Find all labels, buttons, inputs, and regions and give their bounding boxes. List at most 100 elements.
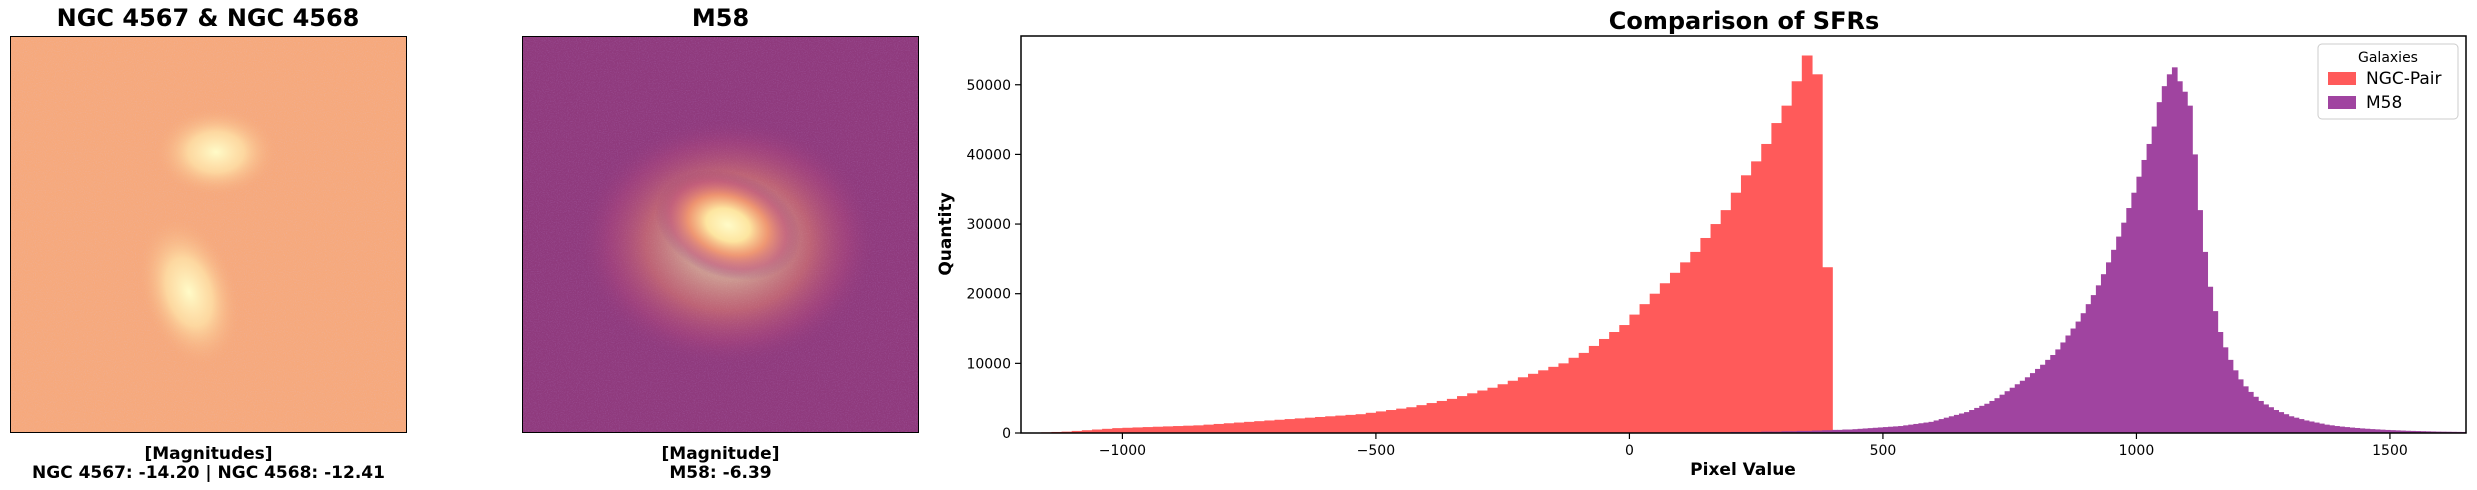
histogram-bar bbox=[2060, 342, 2067, 433]
histogram-bar bbox=[1152, 426, 1164, 433]
histogram-bar bbox=[1396, 408, 1407, 433]
histogram-bar bbox=[1964, 412, 1970, 433]
histogram-bar bbox=[1953, 414, 1960, 433]
histogram-bar bbox=[2359, 428, 2366, 433]
histogram-bar bbox=[2242, 386, 2249, 433]
histogram-bar bbox=[2334, 426, 2340, 433]
histogram-bar bbox=[1933, 420, 1940, 433]
histogram-bar bbox=[1867, 428, 1874, 433]
histogram-bar bbox=[2136, 176, 2143, 433]
histogram-bar bbox=[1781, 431, 1788, 433]
y-tick-label: 50000 bbox=[966, 78, 1011, 94]
histogram-bar bbox=[2080, 313, 2087, 433]
histogram-bar bbox=[1588, 345, 1600, 433]
histogram-bar bbox=[1649, 293, 1661, 433]
left-galaxy-image-svg bbox=[11, 37, 406, 432]
histogram-bar bbox=[1857, 428, 1864, 433]
histogram-bar bbox=[1578, 352, 1590, 433]
histogram-bar bbox=[2035, 368, 2041, 433]
histogram-bar bbox=[1568, 357, 1580, 433]
histogram-bar bbox=[1416, 405, 1428, 433]
histogram-bar bbox=[2308, 421, 2315, 433]
histogram-bar bbox=[2106, 262, 2112, 433]
histogram-bar bbox=[1877, 427, 1884, 433]
histogram-bar bbox=[1893, 426, 1899, 433]
histogram-bar bbox=[2212, 311, 2219, 433]
histogram-bar bbox=[2405, 430, 2411, 433]
histogram-bar bbox=[1847, 429, 1854, 433]
histogram-bar bbox=[2237, 379, 2244, 433]
histogram-bar bbox=[1999, 394, 2006, 433]
histogram-bar bbox=[1223, 423, 1235, 433]
histogram-bar bbox=[1132, 427, 1144, 433]
chart-title: Comparison of SFRs bbox=[1609, 7, 1880, 35]
histogram-bar bbox=[1102, 428, 1113, 433]
histogram-bar bbox=[2121, 222, 2127, 433]
histogram-bar bbox=[2349, 427, 2356, 433]
histogram-bar bbox=[2019, 380, 2026, 433]
histogram-bar bbox=[1943, 417, 1950, 433]
histogram-bar bbox=[2100, 274, 2107, 433]
histogram-bar bbox=[1822, 267, 1833, 433]
histogram-bars bbox=[1031, 55, 2467, 434]
histogram-bar bbox=[2400, 430, 2406, 433]
histogram-bar bbox=[1771, 123, 1783, 433]
histogram-bar bbox=[2177, 81, 2183, 434]
histogram-bar bbox=[1913, 423, 1920, 433]
histogram-bar bbox=[2126, 208, 2132, 433]
histogram-bar bbox=[2369, 429, 2376, 433]
histogram-bar bbox=[1751, 161, 1762, 434]
histogram-bar bbox=[1786, 431, 1793, 433]
histogram-bar bbox=[2410, 430, 2416, 433]
histogram-bar bbox=[1619, 325, 1631, 433]
histogram-bar bbox=[1294, 418, 1306, 433]
y-tick-label: 40000 bbox=[966, 147, 1011, 163]
legend-title: Galaxies bbox=[2358, 50, 2418, 66]
middle-caption-line1: [Magnitude] bbox=[661, 444, 780, 464]
histogram-bar bbox=[2263, 404, 2269, 433]
histogram-bar bbox=[1669, 272, 1681, 433]
histogram-bar bbox=[2415, 431, 2421, 433]
histogram-bar bbox=[2085, 304, 2092, 433]
histogram-bar bbox=[1938, 419, 1945, 433]
histogram-bar bbox=[1213, 423, 1225, 433]
middle-galaxy-image bbox=[522, 36, 919, 433]
histogram-bar bbox=[2075, 321, 2082, 433]
histogram-bar bbox=[2182, 91, 2188, 433]
x-tick-label: −500 bbox=[1357, 443, 1395, 459]
x-ticks: −1000 −500 0 500 1000 1500 bbox=[1099, 433, 2408, 459]
histogram-bar bbox=[2141, 159, 2148, 433]
histogram-bar bbox=[1888, 426, 1894, 433]
histogram-bar bbox=[2156, 102, 2163, 434]
left-panel-caption: [Magnitudes] NGC 4567: -14.20 | NGC 4568… bbox=[10, 445, 407, 483]
histogram-bar bbox=[2161, 86, 2168, 433]
histogram-bar bbox=[1071, 430, 1083, 433]
histogram-bar bbox=[1791, 81, 1803, 434]
legend: Galaxies NGC-Pair M58 bbox=[2317, 43, 2459, 120]
histogram-bar bbox=[2273, 410, 2280, 433]
histogram-bar bbox=[1700, 237, 1712, 433]
y-axis-label: Quantity bbox=[936, 192, 956, 275]
histogram-bar bbox=[1842, 429, 1849, 433]
histogram-bar bbox=[2090, 295, 2097, 433]
histogram-bar bbox=[1203, 424, 1215, 433]
histogram-bar bbox=[1162, 426, 1174, 433]
histogram-bar bbox=[1487, 387, 1499, 433]
histogram-bar bbox=[2364, 428, 2371, 433]
histogram-bar bbox=[2004, 391, 2011, 433]
histogram-bar bbox=[2389, 430, 2396, 433]
histogram-bar bbox=[1517, 377, 1529, 433]
histogram-bar bbox=[1142, 427, 1154, 433]
histogram-bar bbox=[1112, 428, 1124, 433]
histogram-bar bbox=[1477, 390, 1489, 433]
histogram-bar bbox=[1923, 422, 1930, 433]
histogram-bar bbox=[2288, 416, 2295, 433]
histogram-bar bbox=[1365, 412, 1377, 433]
histogram-bar bbox=[1335, 415, 1347, 433]
histogram-bar bbox=[2313, 422, 2320, 433]
histogram-bar bbox=[2171, 67, 2178, 433]
m58-core bbox=[655, 169, 801, 281]
histogram-bar bbox=[1811, 430, 1818, 433]
histogram-bar bbox=[1903, 425, 1909, 433]
histogram-bar bbox=[1325, 416, 1336, 433]
